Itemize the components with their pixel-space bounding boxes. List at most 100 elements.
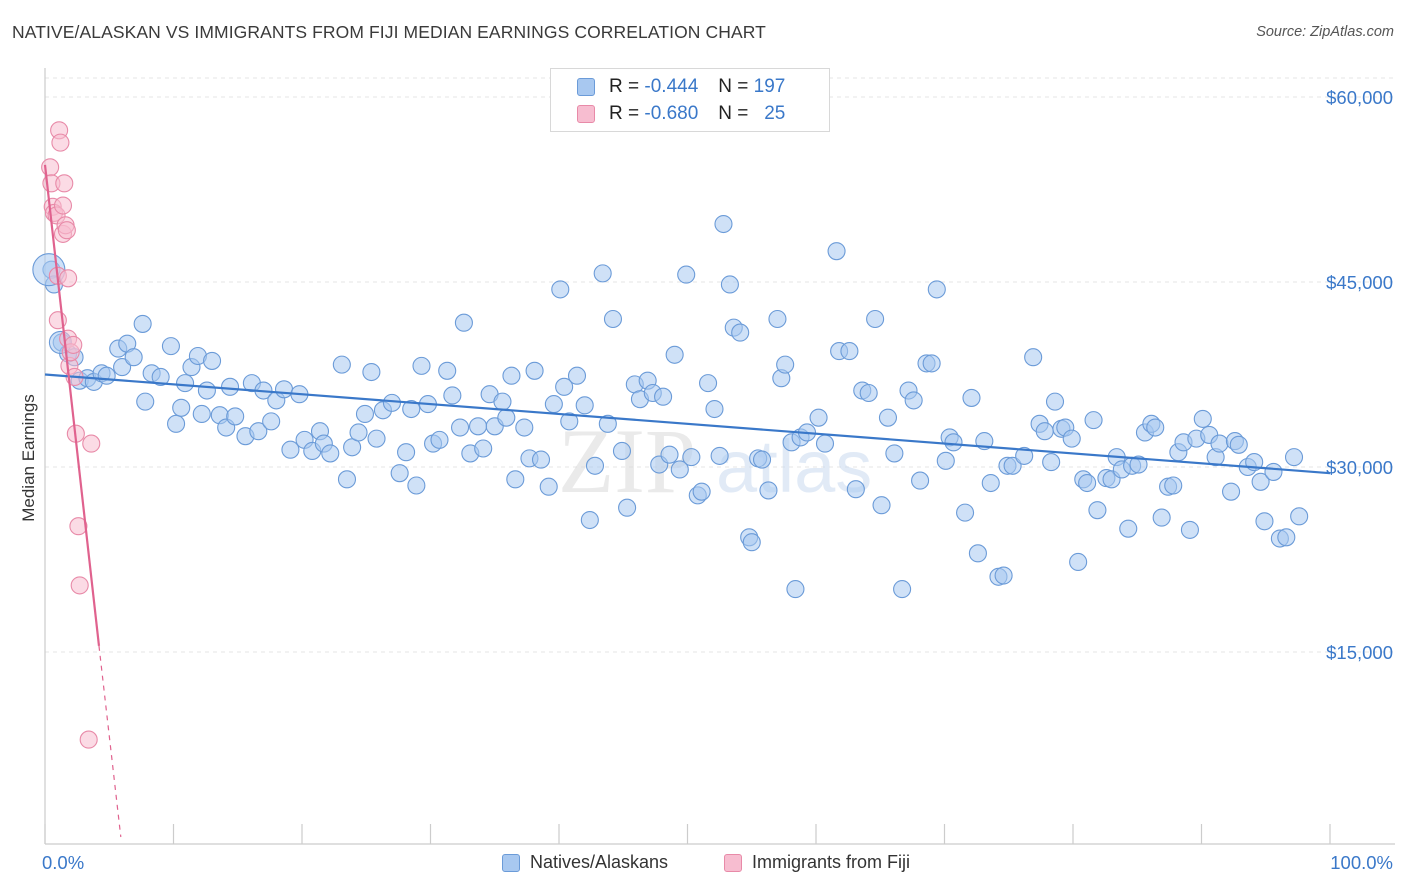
data-point xyxy=(682,448,701,467)
legend-r-label: R = xyxy=(609,76,640,97)
legend-n-value: 25 xyxy=(764,103,786,124)
data-point xyxy=(79,730,98,749)
data-point xyxy=(1251,472,1270,491)
data-point xyxy=(660,445,679,464)
data-point xyxy=(97,366,116,385)
data-point xyxy=(493,392,512,411)
data-point xyxy=(220,377,240,396)
data-point xyxy=(474,439,493,458)
data-point xyxy=(922,354,941,373)
data-point xyxy=(506,470,525,489)
bottom-legend-fiji: Immigrants from Fiji xyxy=(724,852,910,873)
legend-swatch-pink xyxy=(577,105,595,123)
data-point xyxy=(430,430,449,449)
y-tick-label: $60,000 xyxy=(1326,87,1393,108)
data-point xyxy=(1119,519,1138,538)
data-point xyxy=(968,544,987,563)
data-point xyxy=(539,477,558,496)
trend-lines xyxy=(43,164,1331,838)
data-point xyxy=(321,444,340,463)
data-point xyxy=(840,342,859,361)
data-point xyxy=(390,464,409,483)
data-point xyxy=(872,496,891,515)
bottom-legend-natives: Natives/Alaskans xyxy=(502,852,668,873)
data-point xyxy=(1003,456,1022,475)
data-point xyxy=(136,392,155,411)
data-point xyxy=(1035,422,1054,441)
data-point xyxy=(1222,482,1241,501)
data-point xyxy=(454,313,473,332)
data-point xyxy=(936,451,955,470)
data-point xyxy=(893,580,912,599)
data-point xyxy=(1015,446,1034,465)
data-point xyxy=(593,264,612,283)
data-point xyxy=(580,510,599,530)
data-point xyxy=(1078,473,1097,493)
data-point xyxy=(1193,409,1212,428)
data-point xyxy=(585,456,605,475)
data-point xyxy=(911,471,930,490)
data-point xyxy=(1277,528,1296,547)
data-point xyxy=(956,503,975,522)
bottom-legend-label: Immigrants from Fiji xyxy=(752,852,911,872)
data-point xyxy=(57,221,76,240)
tick-labels: $15,000 $30,000 $45,000 $60,000 0.0% 100.0% xyxy=(42,87,1393,873)
data-point xyxy=(468,417,488,436)
data-point xyxy=(402,399,421,419)
data-point xyxy=(407,476,426,495)
data-point xyxy=(598,414,617,433)
data-point xyxy=(151,367,170,387)
data-point xyxy=(349,423,368,442)
data-point xyxy=(752,450,772,469)
data-point xyxy=(962,388,981,407)
data-point xyxy=(382,393,402,412)
data-point xyxy=(1069,552,1088,572)
legend-n-label: N = xyxy=(718,103,749,124)
data-point xyxy=(699,374,718,393)
y-tick-label: $15,000 xyxy=(1326,642,1393,663)
data-point xyxy=(859,383,878,403)
data-point xyxy=(262,412,281,431)
legend-row-fiji: R = -0.680 N = 25 xyxy=(577,102,785,126)
legend: R = -0.444 N = 197 R = -0.680 N = 25 xyxy=(550,68,830,132)
bottom-legend-swatch-blue xyxy=(502,853,520,872)
trend-line-natives xyxy=(44,373,1331,475)
bottom-legend-label: Natives/Alaskans xyxy=(530,852,669,872)
data-point xyxy=(438,361,457,380)
data-point xyxy=(451,418,470,437)
data-point xyxy=(866,309,885,329)
legend-r-label: R = xyxy=(609,103,640,124)
data-point xyxy=(714,214,733,234)
legend-row-natives: R = -0.444 N = 197 xyxy=(577,75,785,99)
data-point xyxy=(332,355,351,374)
data-point xyxy=(776,355,795,374)
legend-r-value: -0.444 xyxy=(644,76,699,97)
data-point xyxy=(677,265,696,284)
grid-lines xyxy=(45,77,1395,653)
data-point xyxy=(720,275,739,294)
data-point xyxy=(197,381,216,400)
data-point xyxy=(337,470,357,489)
data-point xyxy=(692,482,711,501)
data-point xyxy=(612,441,632,461)
data-point xyxy=(815,434,835,453)
data-point xyxy=(82,434,101,453)
data-point xyxy=(161,337,180,356)
x-tick-label: 0.0% xyxy=(42,852,84,873)
data-point xyxy=(531,450,551,469)
legend-n-label: N = xyxy=(718,76,749,97)
data-point xyxy=(1062,429,1081,448)
data-point xyxy=(113,358,132,377)
y-tick-label: $30,000 xyxy=(1326,457,1393,478)
data-point xyxy=(742,533,761,552)
legend-r-value: -0.680 xyxy=(644,103,699,124)
series-natives-alaskans xyxy=(32,214,1309,599)
data-point xyxy=(412,356,431,375)
data-point xyxy=(618,498,637,517)
data-point xyxy=(53,196,73,215)
legend-n-value: 197 xyxy=(753,76,786,97)
data-point xyxy=(1164,476,1183,495)
data-point xyxy=(1152,508,1171,527)
data-point xyxy=(1042,453,1061,472)
